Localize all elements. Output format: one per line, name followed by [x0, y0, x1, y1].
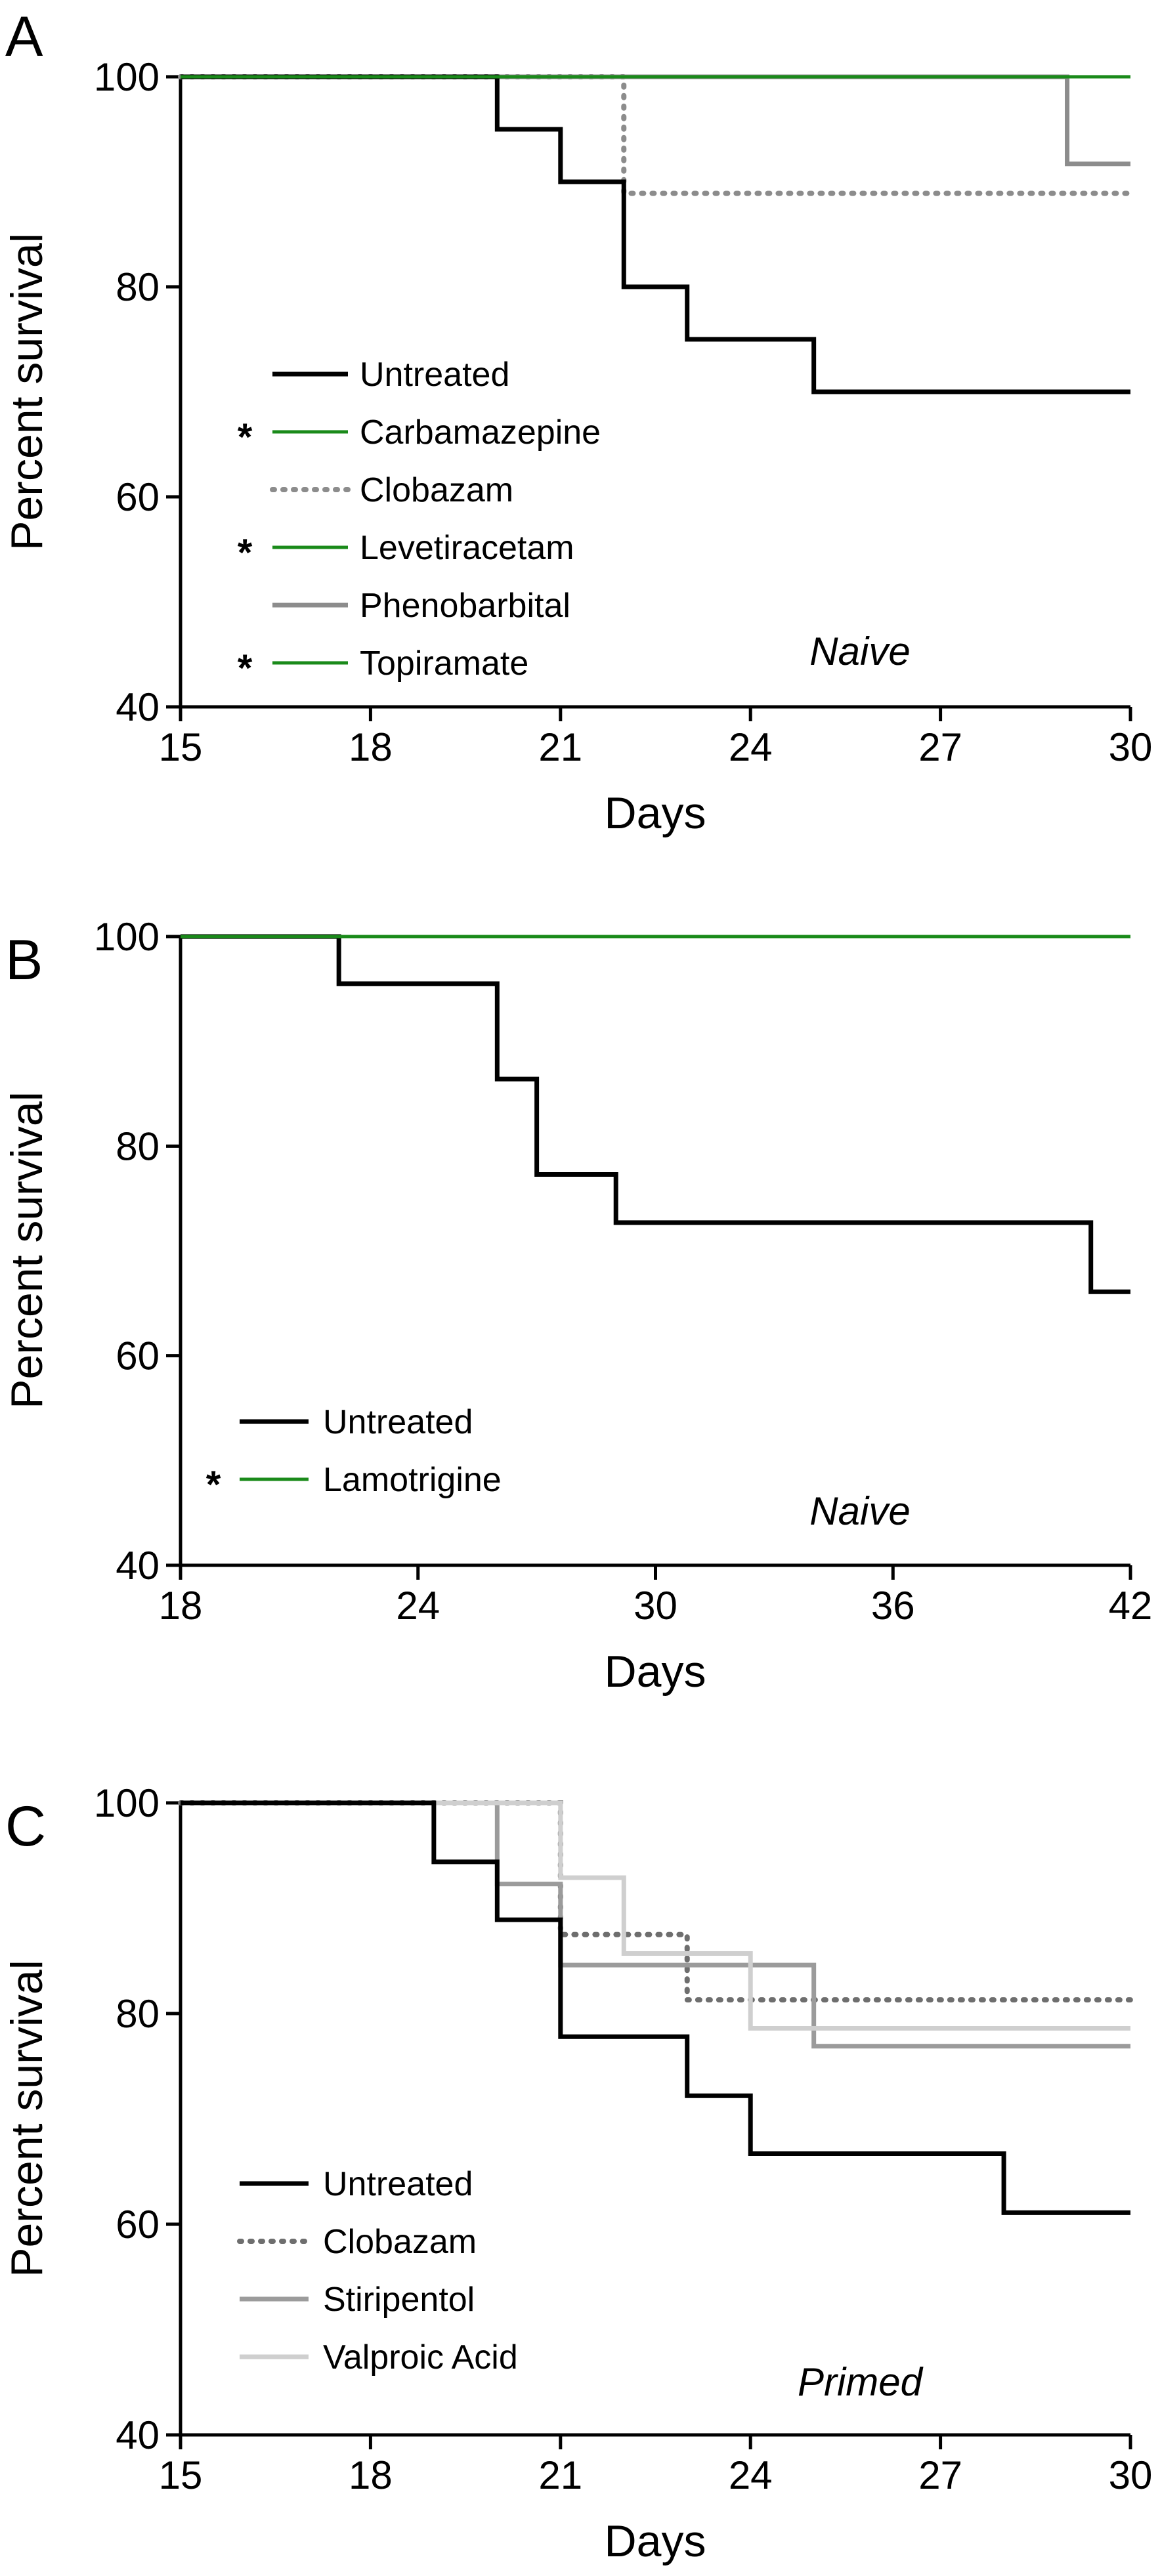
panel-letter: B: [5, 929, 43, 992]
x-tick-label: 24: [729, 725, 773, 769]
x-axis-label: Days: [605, 788, 706, 838]
panel-letter: C: [5, 1795, 46, 1858]
series-line-clobazam: [178, 1800, 1133, 2003]
legend-label: Stiripentol: [323, 2281, 475, 2319]
legend-label: Untreated: [323, 2165, 473, 2203]
series-line-stiripentol: [181, 1800, 1130, 2049]
x-tick-label: 18: [159, 1584, 203, 1628]
x-tick-label: 21: [538, 2453, 582, 2497]
y-tick-label: 40: [116, 685, 160, 729]
legend: Untreated Clobazam Stiripentol Valproic Aci…: [237, 2165, 518, 2376]
panel-B: B 40 60 80 100 18 24 30 36 42 Days Percent survival…: [2, 915, 1153, 1697]
significance-star: *: [238, 416, 253, 459]
legend-label: Untreated: [360, 356, 509, 394]
legend-label: Levetiracetam: [360, 529, 574, 567]
y-tick-label: 80: [116, 1992, 160, 2036]
x-tick-label: 27: [918, 2453, 962, 2497]
panel-condition-note: Primed: [798, 2360, 924, 2404]
x-tick-label: 24: [396, 1584, 440, 1628]
legend-label: Valproic Acid: [323, 2338, 518, 2376]
panel-condition-note: Naive: [809, 629, 910, 673]
legend-label: Lamotrigine: [323, 1461, 502, 1499]
x-axis-label: Days: [605, 1647, 706, 1697]
y-axis-label: Percent survival: [2, 1091, 52, 1409]
x-tick-label: 18: [349, 725, 393, 769]
y-tick-label: 60: [116, 475, 160, 519]
panel-C: C 40 60 80 100 15 18 21 24 27 30 Days Percent surviv…: [2, 1781, 1153, 2566]
series-line-clobazam: [178, 74, 1133, 196]
y-tick-label: 60: [116, 1334, 160, 1378]
series-line-untreated: [181, 934, 1130, 1294]
x-tick-label: 36: [871, 1584, 915, 1628]
legend-label: Untreated: [323, 1403, 473, 1441]
x-tick-label: 18: [349, 2453, 393, 2497]
x-tick-label: 30: [1109, 2453, 1153, 2497]
x-tick-label: 42: [1109, 1584, 1153, 1628]
panel-letter: A: [5, 5, 43, 68]
legend: Untreated Lamotrigine *: [206, 1403, 502, 1506]
legend-label: Carbamazepine: [360, 413, 601, 452]
y-axis-label: Percent survival: [2, 233, 52, 551]
legend-label: Clobazam: [323, 2223, 477, 2261]
y-tick-label: 100: [94, 55, 160, 99]
y-tick-label: 40: [116, 2413, 160, 2457]
series-line-phenobarbital: [181, 74, 1130, 167]
y-tick-label: 60: [116, 2203, 160, 2247]
x-tick-label: 27: [918, 725, 962, 769]
panel-condition-note: Naive: [809, 1489, 910, 1533]
x-axis-label: Days: [605, 2516, 706, 2566]
y-axis-label: Percent survival: [2, 1960, 52, 2277]
y-tick-label: 80: [116, 265, 160, 309]
y-tick-label: 100: [94, 1781, 160, 1825]
x-tick-label: 15: [159, 725, 203, 769]
x-tick-label: 24: [729, 2453, 773, 2497]
x-tick-label: 30: [634, 1584, 677, 1628]
panel-A: A 40 60 80 100 15 18 21 24 27 30 Days Percent surviv…: [2, 5, 1153, 838]
legend: Untreated Carbamazepine * Clobazam Levetirac…: [238, 356, 601, 690]
series-line-untreated: [181, 74, 1130, 394]
significance-star: *: [238, 647, 253, 690]
y-tick-label: 40: [116, 1544, 160, 1588]
x-tick-label: 15: [159, 2453, 203, 2497]
significance-star: *: [238, 532, 253, 574]
legend-label: Topiramate: [360, 644, 528, 683]
legend-label: Phenobarbital: [360, 587, 570, 625]
y-tick-label: 100: [94, 915, 160, 959]
x-tick-label: 21: [538, 725, 582, 769]
series-line-valproic-acid: [181, 1800, 1130, 2031]
series-line-untreated: [181, 1800, 1130, 2215]
legend-label: Clobazam: [360, 471, 513, 509]
x-tick-label: 30: [1109, 725, 1153, 769]
y-tick-label: 80: [116, 1124, 160, 1168]
significance-star: *: [206, 1464, 221, 1506]
